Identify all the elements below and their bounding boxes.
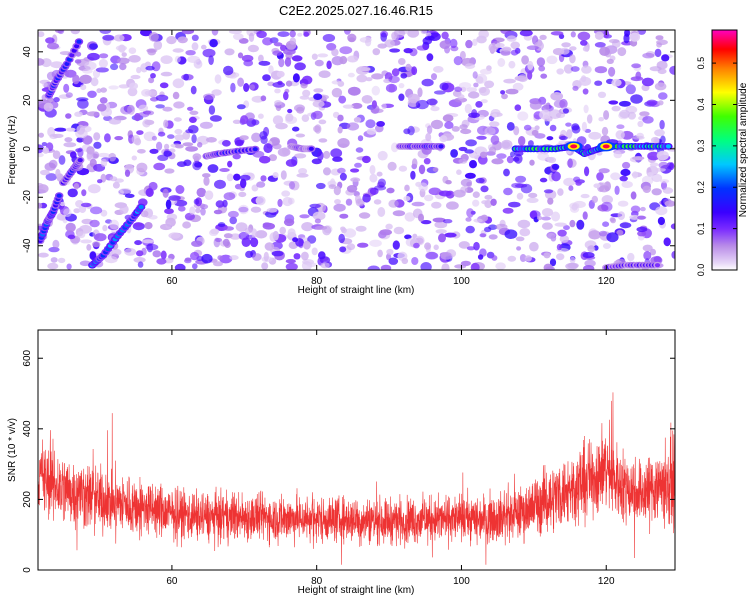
y-tick-label: -40 <box>22 238 33 253</box>
feature-core <box>138 204 144 210</box>
x-tick-label: 100 <box>453 576 470 587</box>
y-tick-label: 40 <box>22 46 33 58</box>
y-tick-label: 20 <box>22 94 33 106</box>
colorbar-tick-label: 0.5 <box>696 57 706 70</box>
x-tick-label: 80 <box>311 576 323 587</box>
feature-core <box>77 158 83 163</box>
feature-core <box>438 144 444 149</box>
heatmap-feature-layer <box>38 38 673 270</box>
snr-panel: 60 80 100 120 0 200 400 600 Height of straight… <box>7 329 676 596</box>
y-tick-label: 200 <box>22 491 33 508</box>
heatmap-noise-layer <box>38 30 675 270</box>
colorbar-tick-label: 0.0 <box>696 264 706 277</box>
peak-core <box>602 144 610 149</box>
feature-core <box>66 57 72 62</box>
feature-core <box>69 53 75 58</box>
colorbar-label: Normalized spectral amplitude <box>738 82 749 217</box>
x-tick-label: 120 <box>598 276 615 287</box>
feature-core <box>252 147 258 152</box>
snr-line <box>38 392 675 565</box>
colorbar-tick-label: 0.3 <box>696 140 706 153</box>
y-tick-label: 0 <box>22 146 33 152</box>
x-tick-label: 80 <box>311 276 323 287</box>
feature-core <box>76 39 82 44</box>
snr-y-ticks: 0 200 400 600 <box>22 349 675 573</box>
spectrogram-y-axis-label: Frequency (Hz) <box>7 116 18 185</box>
spectral-feature <box>59 156 85 187</box>
spectral-feature <box>602 261 662 270</box>
y-tick-label: 0 <box>22 567 33 573</box>
snr-y-axis-label: SNR (10 * v/v) <box>7 418 18 482</box>
colorbar-tick-label: 0.2 <box>696 181 706 194</box>
feature-core <box>64 61 70 66</box>
figure-title: C2E2.2025.027.16.46.R15 <box>279 3 433 18</box>
colorbar: 0.0 0.1 0.2 0.3 0.4 0.5 Normalized spectral a… <box>696 29 749 276</box>
x-tick-label: 100 <box>453 276 470 287</box>
spectral-feature <box>395 143 446 150</box>
colorbar-tick-label: 0.1 <box>696 222 706 235</box>
peak-core <box>570 144 578 149</box>
spectral-peak <box>564 141 616 152</box>
y-tick-label: 400 <box>22 420 33 437</box>
spectrogram-y-ticks: -40 -20 0 20 40 <box>22 46 675 253</box>
feature-core <box>74 44 80 49</box>
x-tick-label: 60 <box>166 276 178 287</box>
spectrogram-panel: 60 80 100 120 -40 -20 0 20 40 Height of straigh… <box>7 29 676 296</box>
x-tick-label: 60 <box>166 576 178 587</box>
colorbar-tick-label: 0.4 <box>696 98 706 111</box>
x-tick-label: 120 <box>598 576 615 587</box>
spectrogram-plot-frame <box>37 29 676 271</box>
spectral-feature <box>88 203 146 269</box>
spectral-feature <box>202 145 260 160</box>
snr-series <box>38 392 675 565</box>
feature-core <box>71 48 77 53</box>
colorbar-ticks: 0.0 0.1 0.2 0.3 0.4 0.5 <box>696 57 737 276</box>
spectral-feature <box>44 38 84 99</box>
spectrogram-x-axis-label: Height of straight line (km) <box>298 285 415 296</box>
spectral-feature <box>38 192 64 245</box>
colorbar-gradient <box>711 29 738 271</box>
y-tick-label: -20 <box>22 190 33 205</box>
snr-plot-frame <box>37 329 676 571</box>
snr-x-ticks: 60 80 100 120 <box>166 330 615 587</box>
feature-core <box>654 263 661 268</box>
feature-core <box>308 146 314 151</box>
spectral-feature <box>287 143 316 153</box>
y-tick-label: 600 <box>22 349 33 366</box>
spectrogram-x-ticks: 60 80 100 120 <box>166 30 615 287</box>
feature-core <box>665 144 672 149</box>
snr-x-axis-label: Height of straight line (km) <box>298 585 415 596</box>
feature-core <box>56 193 62 198</box>
